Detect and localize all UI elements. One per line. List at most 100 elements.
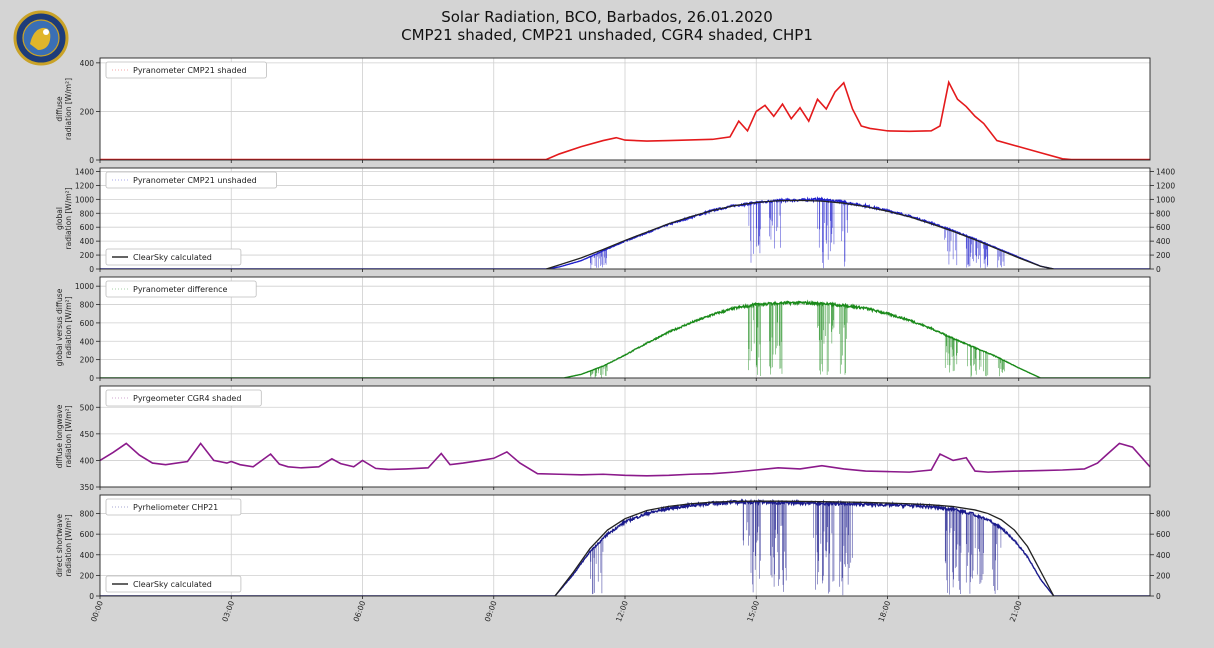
y-axis-label-difference: global versus diffuseradiation [W/m²] [55, 288, 73, 366]
legend-label: Pyrgeometer CGR4 shaded [133, 394, 241, 403]
legend-label: Pyranometer difference [133, 285, 228, 294]
y-tick-label: 800 [80, 510, 95, 519]
legend-diffuse: Pyranometer CMP21 shaded [105, 61, 267, 79]
y-axis-label-line: global [55, 207, 64, 230]
panel-longwave: 350 400 450 500 diffuse longwaveradiation [W… [55, 385, 1151, 492]
y-axis-label-line: direct shortwave [55, 514, 64, 577]
y-tick-label-right: 0 [1156, 265, 1161, 274]
x-tick-label: 15:00 [745, 599, 761, 623]
y-axis-label-line: radiation [W/m²] [64, 405, 73, 467]
y-axis-label-line: radiation [W/m²] [64, 514, 73, 576]
legend-box [105, 171, 278, 189]
y-tick-label: 600 [80, 530, 95, 539]
plot-content-global [100, 196, 1150, 269]
y-tick-label-right: 0 [1156, 592, 1161, 601]
series-difference-0 [100, 299, 1150, 378]
legend-box [105, 575, 242, 593]
y-axis-label-line: radiation [W/m²] [64, 187, 73, 249]
y-tick-label: 400 [80, 337, 95, 346]
y-tick-label-right: 600 [1156, 530, 1171, 539]
legend-label: Pyranometer CMP21 unshaded [133, 176, 257, 185]
series-direct-1 [554, 500, 1055, 596]
y-tick-label-right: 1200 [1156, 181, 1175, 190]
legend-difference: Pyranometer difference [105, 280, 257, 298]
legend-box [105, 498, 242, 516]
y-tick-label-right: 400 [1156, 551, 1171, 560]
y-tick-label: 450 [80, 430, 95, 439]
series-global-0-dips [590, 199, 1005, 269]
y-tick-label-right: 800 [1156, 510, 1171, 519]
legend-direct-clearsky: ClearSky calculated [105, 575, 242, 593]
y-tick-label: 500 [80, 403, 95, 412]
x-tick-label: 06:00 [352, 599, 368, 623]
y-axis-label-line: radiation [W/m²] [64, 78, 73, 140]
y-tick-label-right: 200 [1156, 251, 1171, 260]
y-tick-label: 1200 [75, 181, 94, 190]
y-axis-label-direct: direct shortwaveradiation [W/m²] [55, 514, 73, 577]
y-tick-label-right: 600 [1156, 223, 1171, 232]
series-difference-0-dips [590, 303, 1005, 378]
y-axis-label-line: radiation [W/m²] [64, 296, 73, 358]
bco-logo-icon [13, 10, 69, 66]
series-global-1 [546, 199, 1054, 269]
legend-label: Pyranometer CMP21 shaded [133, 66, 247, 75]
legend-longwave: Pyrgeometer CGR4 shaded [105, 389, 262, 407]
plot-content-direct [100, 498, 1150, 596]
y-axis-label-line: global versus diffuse [55, 288, 64, 366]
legend-label: ClearSky calculated [133, 253, 212, 262]
series-longwave-0 [100, 442, 1150, 477]
y-tick-label: 200 [80, 251, 95, 260]
panel-diffuse: 0 200 400 diffuseradiation [W/m²] Pyranomete… [55, 57, 1151, 165]
x-tick-label: 12:00 [614, 599, 630, 623]
panel-global: 0 0 200 200 400 400 600 600 800 800 1000 1000 1200 12… [55, 167, 1175, 274]
y-tick-label: 200 [80, 356, 95, 365]
y-tick-label: 400 [80, 237, 95, 246]
plot-content-longwave [100, 442, 1150, 477]
y-tick-label: 400 [80, 59, 95, 68]
series-direct-0 [100, 498, 1150, 596]
plot-content-diffuse [100, 79, 1150, 160]
y-tick-label: 0 [89, 156, 94, 165]
y-tick-label-right: 200 [1156, 571, 1171, 580]
x-tick-label: 18:00 [877, 599, 893, 623]
x-tick-label: 03:00 [220, 599, 236, 623]
y-tick-label: 200 [80, 571, 95, 580]
y-tick-label: 350 [80, 483, 95, 492]
y-tick-label: 600 [80, 319, 95, 328]
x-tick-label: 21:00 [1008, 599, 1024, 623]
y-tick-label-right: 1000 [1156, 195, 1175, 204]
y-tick-label: 1000 [75, 195, 94, 204]
legend-direct: Pyrheliometer CHP21 [105, 498, 242, 516]
legend-box [105, 248, 242, 266]
y-axis-label-line: diffuse longwave [55, 404, 64, 468]
y-axis-label-longwave: diffuse longwaveradiation [W/m²] [55, 404, 73, 468]
y-tick-label: 0 [89, 265, 94, 274]
y-axis-label-diffuse: diffuseradiation [W/m²] [55, 78, 73, 140]
series-direct-0-dips [590, 502, 1002, 596]
y-tick-label: 0 [89, 374, 94, 383]
y-axis-label-line: diffuse [55, 96, 64, 122]
y-tick-label: 1000 [75, 282, 94, 291]
legend-box [105, 280, 257, 298]
legend-label: ClearSky calculated [133, 580, 212, 589]
y-tick-label: 600 [80, 223, 95, 232]
y-tick-label: 800 [80, 209, 95, 218]
legend-label: Pyrheliometer CHP21 [133, 503, 218, 512]
y-tick-label: 400 [80, 456, 95, 465]
panel-direct: 0 0 200 200 400 400 600 600 800 800 direct shortwa… [55, 494, 1171, 623]
series-diffuse-0 [100, 79, 1150, 160]
y-tick-label-right: 800 [1156, 209, 1171, 218]
y-tick-label: 200 [80, 107, 95, 116]
y-tick-label-right: 400 [1156, 237, 1171, 246]
plot-content-difference [100, 299, 1150, 378]
y-axis-label-global: globalradiation [W/m²] [55, 187, 73, 249]
y-tick-label: 400 [80, 551, 95, 560]
chart-subtitle: CMP21 shaded, CMP21 unshaded, CGR4 shade… [401, 26, 813, 44]
y-tick-label: 0 [89, 592, 94, 601]
legend-global: Pyranometer CMP21 unshaded [105, 171, 278, 189]
legend-box [105, 61, 267, 79]
x-tick-label: 09:00 [483, 599, 499, 623]
